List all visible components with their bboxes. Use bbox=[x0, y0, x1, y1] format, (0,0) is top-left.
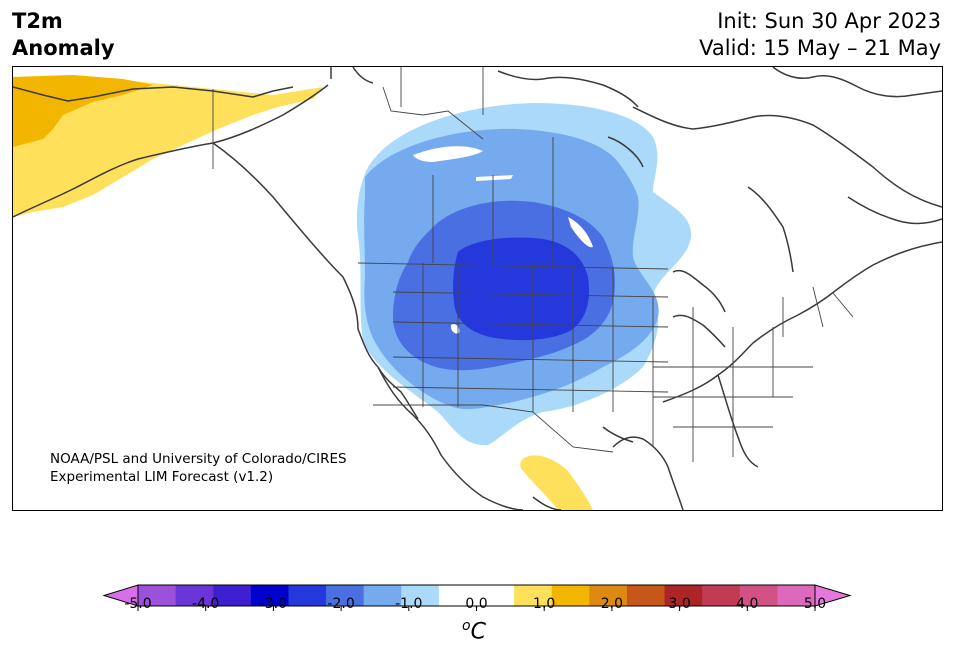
alaska-warm-anomaly-1-0 bbox=[13, 75, 153, 147]
colorbar-cell bbox=[250, 585, 289, 606]
colorbar-tick-label: 0.0 bbox=[465, 596, 488, 612]
title-line-1: T2m bbox=[12, 9, 63, 33]
colorbar-tick-label: -3.0 bbox=[259, 596, 288, 612]
colorbar-cell bbox=[288, 585, 327, 606]
init-date: Init: Sun 30 Apr 2023 bbox=[717, 9, 941, 33]
colorbar-cells bbox=[138, 585, 816, 606]
colorbar-tick-label: 5.0 bbox=[803, 596, 827, 612]
anomaly-map: NOAA/PSL and University of Colorado/CIRE… bbox=[12, 66, 943, 511]
title-line-2: Anomaly bbox=[12, 36, 115, 60]
colorbar-cell bbox=[702, 585, 741, 606]
colorbar-cell bbox=[664, 585, 703, 606]
colorbar-cell bbox=[476, 585, 515, 606]
colorbar-cell bbox=[739, 585, 778, 606]
coastlines bbox=[13, 67, 942, 510]
political-borders bbox=[212, 67, 854, 462]
hudson-bay-water bbox=[413, 146, 483, 162]
great-slave-lake bbox=[476, 175, 513, 181]
colorbar-cell bbox=[514, 585, 553, 606]
colorbar-cell bbox=[175, 585, 214, 606]
colorbar-cell bbox=[138, 585, 177, 606]
colorbar-cell bbox=[626, 585, 666, 606]
great-salt-lake bbox=[450, 324, 460, 334]
alaska-warm-anomaly-0-5 bbox=[13, 75, 323, 217]
colorbar-tick-label: 2.0 bbox=[600, 596, 624, 612]
valid-period: Valid: 15 May – 21 May bbox=[699, 36, 941, 60]
colorbar-cell bbox=[438, 585, 477, 606]
colorbar-unit: oC bbox=[462, 618, 486, 644]
colorbar-cell bbox=[363, 585, 402, 606]
colorbar-tick-label: -4.0 bbox=[192, 596, 220, 612]
cool-anomaly-2-5 bbox=[453, 237, 590, 341]
colorbar-cell bbox=[589, 585, 628, 606]
credit-line-1: NOAA/PSL and University of Colorado/CIRE… bbox=[50, 451, 347, 467]
map-title: T2m Anomaly bbox=[12, 8, 115, 62]
colorbar-cell bbox=[401, 585, 440, 606]
map-canvas bbox=[13, 67, 942, 510]
unit-celsius: C bbox=[470, 619, 486, 645]
colorbar-tick-label: -1.0 bbox=[395, 596, 423, 612]
unit-degree-symbol: o bbox=[462, 618, 471, 634]
colorbar-cell bbox=[551, 585, 590, 606]
colorbar-cell bbox=[326, 585, 365, 606]
data-credit: NOAA/PSL and University of Colorado/CIRE… bbox=[50, 450, 347, 486]
colorbar-ticks bbox=[137, 606, 816, 611]
colorbar bbox=[102, 584, 852, 611]
lake-winnipeg bbox=[568, 217, 593, 248]
colorbar-tick-label: -2.0 bbox=[327, 596, 355, 612]
forecast-dates: Init: Sun 30 Apr 2023 Valid: 15 May – 21… bbox=[699, 8, 941, 62]
credit-line-2: Experimental LIM Forecast (v1.2) bbox=[50, 469, 274, 485]
mexico-warm-anomaly bbox=[520, 455, 593, 510]
colorbar-tick-label: 4.0 bbox=[736, 596, 759, 612]
colorbar-cell bbox=[777, 585, 816, 606]
colorbar-tick-label: 3.0 bbox=[668, 596, 691, 612]
colorbar-cell bbox=[213, 585, 252, 606]
colorbar-tick-label: 1.0 bbox=[533, 596, 556, 612]
colorbar-tick-label: -5.0 bbox=[124, 596, 152, 612]
